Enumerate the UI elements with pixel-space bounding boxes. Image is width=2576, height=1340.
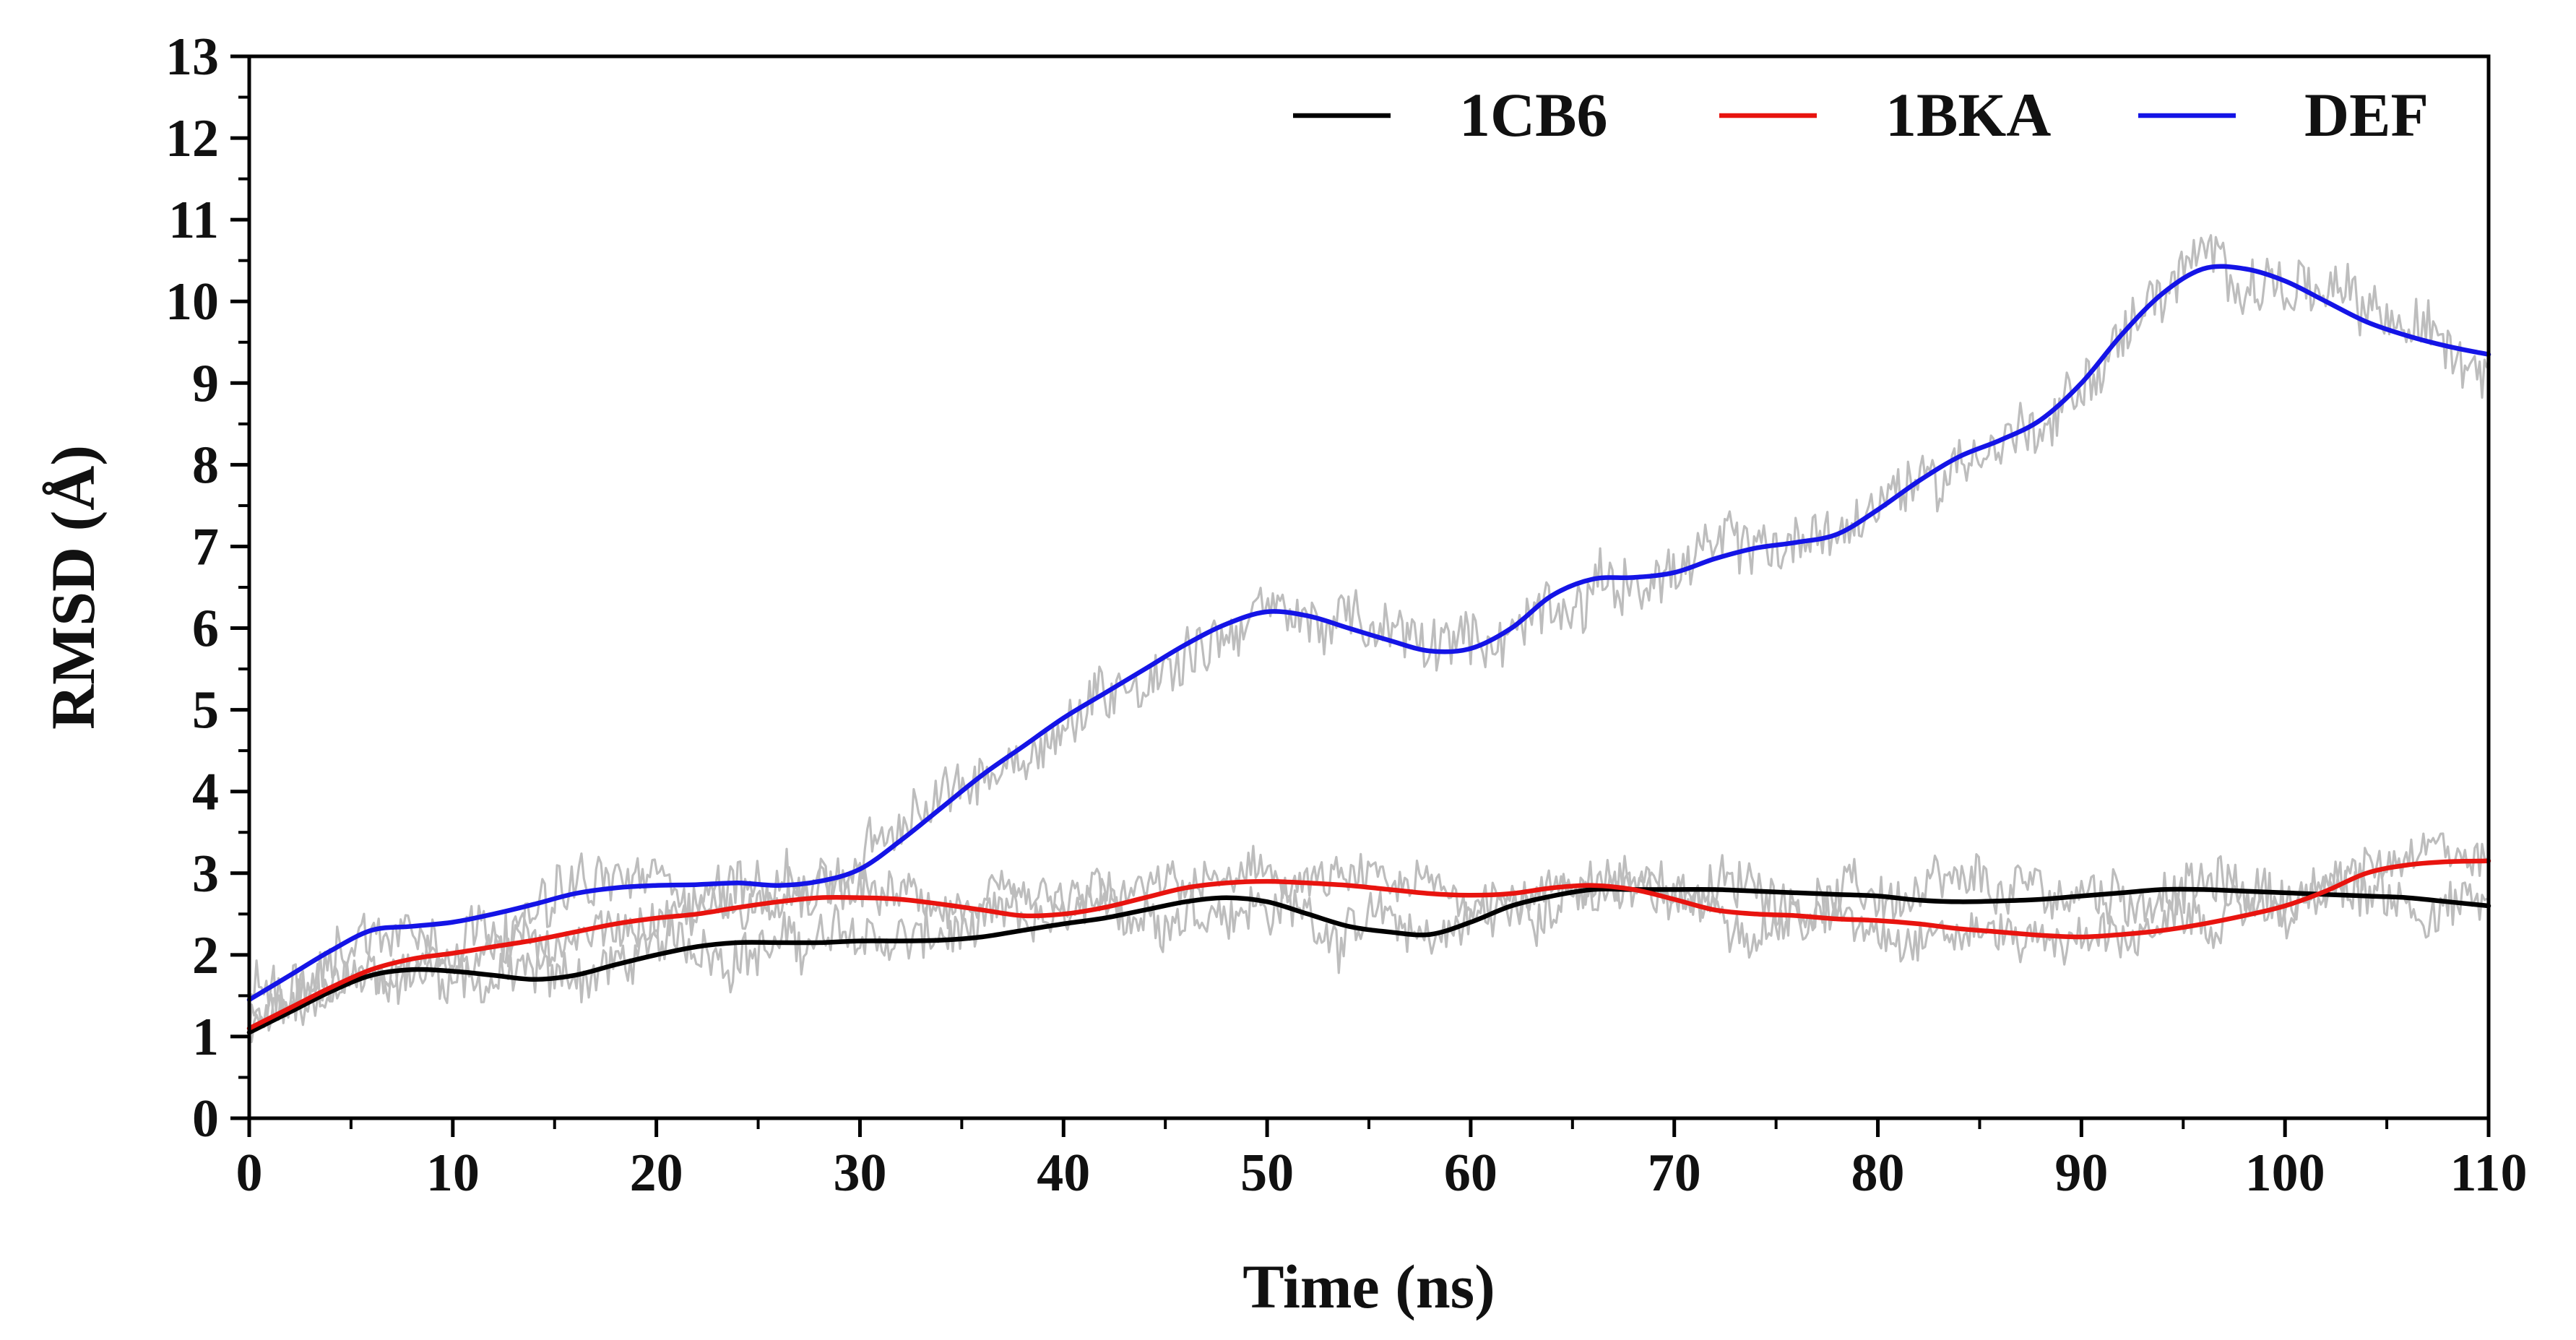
- legend-label-1bka: 1BKA: [1885, 80, 2051, 150]
- legend-label-1cb6: 1CB6: [1459, 80, 1607, 150]
- y-tick-label: 12: [165, 109, 219, 168]
- y-tick-label: 5: [192, 681, 219, 740]
- y-tick-label: 0: [192, 1089, 219, 1149]
- x-tick-label: 90: [2054, 1144, 2108, 1203]
- x-tick-label: 20: [630, 1144, 683, 1203]
- y-tick-label: 8: [192, 436, 219, 495]
- y-tick-label: 9: [192, 354, 219, 413]
- raw-trace-1bka: [248, 832, 2488, 1044]
- y-tick-label: 13: [165, 27, 219, 87]
- series-line-def: [246, 264, 2491, 1003]
- x-tick-label: 50: [1240, 1144, 1294, 1203]
- y-tick-label: 11: [168, 191, 219, 250]
- y-tick-label: 6: [192, 600, 219, 659]
- x-axis-title: Time (ns): [1242, 1252, 1495, 1321]
- raw-trace-1cb6: [248, 853, 2488, 1039]
- y-tick-label: 3: [192, 844, 219, 904]
- x-tick-label: 10: [426, 1144, 480, 1203]
- y-axis-title: RMSD (Å): [38, 445, 108, 730]
- series-line-1bka: [246, 858, 2491, 1031]
- x-tick-label: 80: [1851, 1144, 1905, 1203]
- y-tick-label: 1: [192, 1008, 219, 1067]
- x-tick-label: 100: [2245, 1144, 2325, 1203]
- raw-data-layer: [248, 234, 2489, 1044]
- y-tick-label: 10: [165, 272, 219, 332]
- x-tick-label: 0: [236, 1144, 263, 1203]
- y-tick-label: 4: [192, 763, 219, 822]
- x-tick-label: 70: [1648, 1144, 1701, 1203]
- y-tick-label: 7: [192, 517, 219, 576]
- plot-frame: [247, 54, 2491, 1120]
- y-tick-label: 2: [192, 926, 219, 985]
- x-tick-label: 40: [1037, 1144, 1090, 1203]
- series-layer: [246, 264, 2491, 1035]
- x-axis: 0 10 20 30 40 50 60 70 80 90 100 110: [236, 1118, 2528, 1203]
- x-tick-label: 30: [833, 1144, 886, 1203]
- legend: 1CB6 1BKA DEF: [1293, 80, 2429, 150]
- series-line-1cb6: [246, 886, 2491, 1035]
- raw-trace-def: [248, 234, 2489, 1024]
- legend-label-def: DEF: [2304, 80, 2429, 150]
- x-tick-label: 110: [2450, 1144, 2528, 1203]
- x-tick-label: 60: [1444, 1144, 1497, 1203]
